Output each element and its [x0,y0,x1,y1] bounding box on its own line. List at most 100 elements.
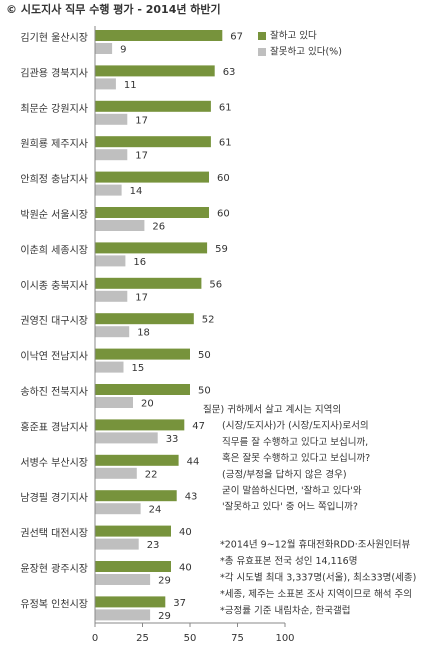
value-label: 37 [173,598,186,609]
bar [95,149,128,161]
value-label: 14 [130,186,143,197]
value-label: 22 [145,469,158,480]
category-label: 홍준표 경남지사 [20,420,88,433]
note-text: *세종, 제주는 소표본 조사 지역이므로 해석 주의 [220,588,412,600]
legend-swatch [258,48,266,56]
bar [95,43,113,54]
value-label: 17 [135,292,148,303]
category-label: 권영진 대구시장 [20,315,88,327]
value-label: 67 [230,32,243,43]
value-label: 61 [219,138,232,149]
category-label: 최문순 강원지사 [20,103,88,115]
question-text: 직무를 잘 수행하고 있다고 보십니까, [222,436,368,448]
chart-title: © 시도지사 직무 수행 평가 - 2014년 하반기 [6,2,221,16]
bar [95,30,223,41]
bar [95,171,209,183]
category-label: 안희정 충남지사 [20,174,88,186]
value-label: 18 [137,328,150,339]
category-label: 남경필 경기지사 [20,491,88,504]
bar [95,397,133,408]
category-label: 김기현 울산시장 [20,32,88,44]
bar [95,100,211,112]
value-label: 16 [133,257,146,268]
x-tick-label: 50 [184,633,197,644]
legend-label: 잘못하고 있다(%) [270,46,342,58]
bar [95,490,177,502]
category-label: 서병수 부산시장 [20,457,88,469]
category-label: 이시종 충북지사 [20,280,88,292]
value-label: 24 [149,505,162,516]
bar [95,432,158,444]
value-label: 40 [179,563,192,574]
bar [95,184,122,196]
category-label: 송하진 전북지사 [20,385,88,398]
bar [95,136,211,148]
value-label: 50 [198,386,211,397]
value-label: 47 [192,421,205,432]
value-label: 50 [198,350,211,361]
value-label: 17 [135,151,148,162]
x-tick-label: 25 [136,633,149,644]
question-text: '잘못하고 있다' 중 어느 쪽입니까? [222,501,358,513]
note-text: *각 시도별 최대 3,337명(서울), 최소33명(세종) [220,572,416,584]
value-label: 44 [187,456,200,467]
x-tick-label: 75 [231,633,244,644]
value-label: 26 [152,222,165,233]
value-label: 9 [120,45,126,56]
bar [95,113,128,125]
question-text: (긍정/부정을 답하지 않은 경우) [222,468,347,480]
value-label: 56 [209,279,222,290]
question-text: 혹은 잘못 수행하고 있다고 보십니까? [222,452,370,464]
bar [95,242,208,254]
bar [95,255,126,267]
category-label: 윤장현 광주시장 [20,563,88,575]
value-label: 60 [217,173,230,184]
bar [95,78,116,90]
bar [95,277,202,289]
legend-label: 잘하고 있다 [270,30,317,42]
bar [95,609,151,621]
bar [95,207,209,218]
value-label: 60 [217,209,230,220]
value-label: 61 [219,102,232,113]
bar [95,348,190,360]
bar [95,384,190,395]
bar [95,574,151,585]
value-label: 11 [124,80,137,91]
note-text: *총 유효표본 전국 성인 14,116명 [220,556,357,567]
value-label: 29 [158,576,171,587]
category-label: 이낙연 전남지사 [20,351,88,363]
category-label: 권선택 대전시장 [20,528,88,540]
value-label: 63 [223,67,236,78]
x-tick-label: 100 [275,633,294,644]
value-label: 59 [215,244,228,255]
bar [95,65,215,77]
bar [95,361,124,373]
category-label: 박원순 서울시장 [20,209,88,221]
value-label: 33 [166,434,179,445]
bar [95,326,130,338]
category-label: 유정복 인천시장 [20,598,88,610]
value-label: 52 [202,315,215,326]
question-text: 굳이 말씀하신다면, '잘하고 있다'와 [222,485,362,497]
bar [95,290,128,302]
bar [95,454,179,466]
category-label: 이춘희 세종시장 [20,244,88,256]
bar [95,596,166,608]
bar [95,220,145,231]
value-label: 29 [158,611,171,622]
bar [95,313,194,325]
bar [95,419,185,431]
x-tick-label: 0 [92,633,98,644]
value-label: 40 [179,527,192,538]
bar [95,467,137,479]
bar [95,525,171,537]
value-label: 15 [132,363,145,374]
question-text: (시장/도지사)가 (시장/도지사)로서의 [222,421,369,432]
question-text: 질문) 귀하께서 살고 계시는 지역의 [203,404,341,416]
note-text: *긍정률 기준 내림차순, 한국갤럽 [220,605,350,617]
value-label: 17 [135,115,148,126]
value-label: 43 [185,492,198,503]
bar [95,503,141,515]
